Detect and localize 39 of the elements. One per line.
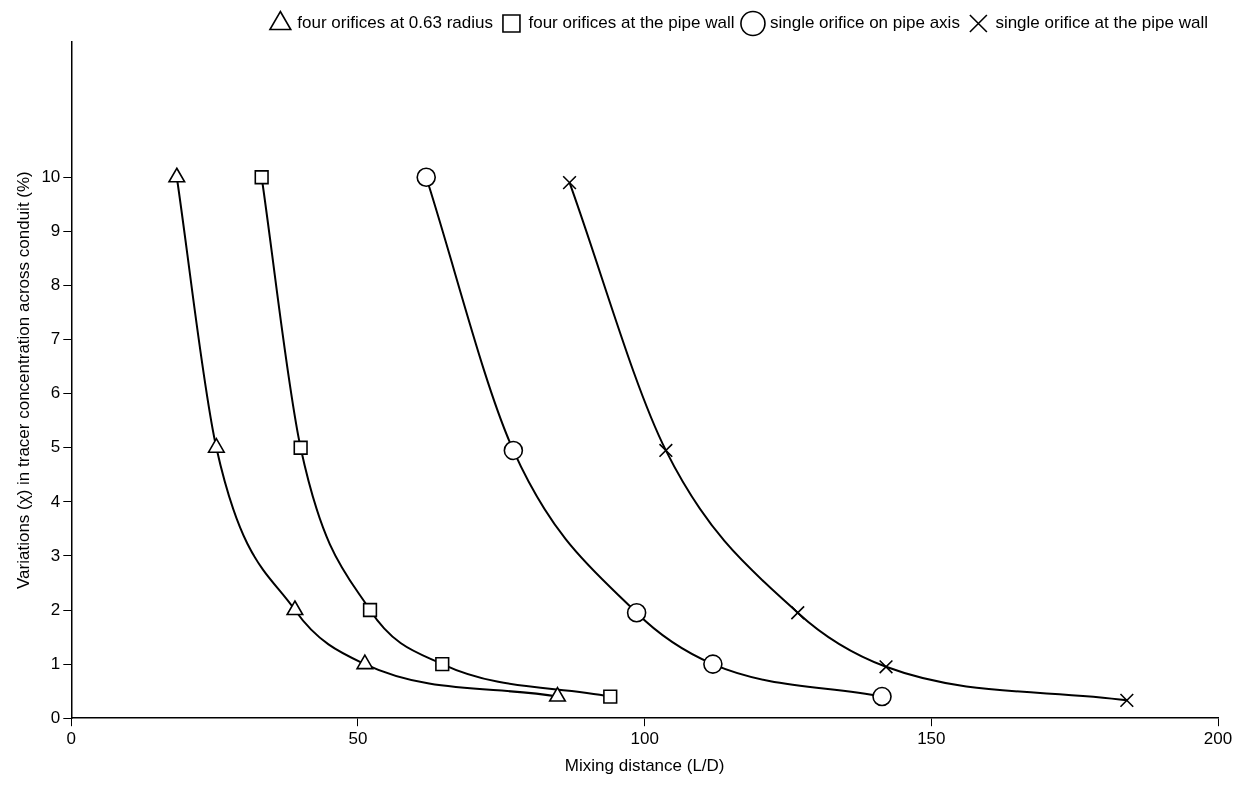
point xyxy=(503,440,524,461)
y-tick-label: 0 xyxy=(50,707,61,727)
point xyxy=(1119,693,1134,708)
y-tick-label: 2 xyxy=(50,599,61,619)
point xyxy=(790,605,805,620)
point xyxy=(703,654,723,674)
point xyxy=(286,600,304,616)
point xyxy=(416,167,437,188)
point xyxy=(658,443,674,458)
legend-label: four orifices at the pipe wall xyxy=(528,13,735,33)
point xyxy=(626,602,647,623)
point xyxy=(872,686,892,707)
legend-label: single orifice at the pipe wall xyxy=(995,13,1209,33)
x-tick-label: 50 xyxy=(348,729,368,749)
point xyxy=(562,175,577,190)
x-axis-title: Mixing distance (L/D) xyxy=(564,756,725,776)
y-tick-label: 8 xyxy=(50,275,61,295)
x-tick-label: 100 xyxy=(630,729,659,749)
y-tick-label: 6 xyxy=(50,383,61,403)
y-tick-label: 9 xyxy=(50,221,61,241)
y-tick-label: 5 xyxy=(50,437,61,457)
point xyxy=(435,656,450,672)
point xyxy=(878,659,894,674)
y-tick-label: 1 xyxy=(50,653,61,673)
y-tick-label: 10 xyxy=(41,166,61,186)
x-tick-label: 150 xyxy=(917,729,946,749)
point xyxy=(254,170,269,185)
x-tick-label: 0 xyxy=(66,729,77,749)
point xyxy=(356,654,374,670)
y-tick-label: 7 xyxy=(50,329,61,349)
y-tick-label: 3 xyxy=(50,545,61,565)
point xyxy=(293,440,308,455)
legend-label: single orifice on pipe axis xyxy=(769,13,960,33)
legend-label: four orifices at 0.63 radius xyxy=(297,13,493,33)
x-tick-label: 200 xyxy=(1203,729,1233,749)
point xyxy=(603,689,618,704)
y-axis-title: Variations (χ) in tracer concentration across conduit (%) xyxy=(13,171,33,589)
point xyxy=(362,602,378,618)
y-tick-label: 4 xyxy=(50,491,61,511)
